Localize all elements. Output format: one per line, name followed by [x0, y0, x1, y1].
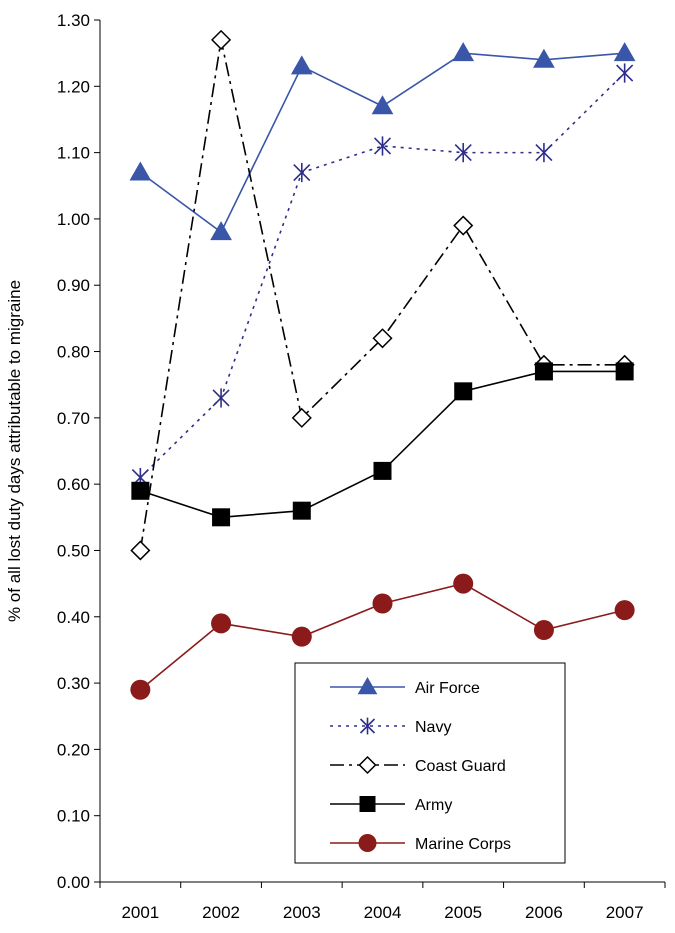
data-point-marine-corps	[291, 626, 312, 647]
legend-item-navy: Navy	[330, 717, 451, 736]
y-tick-label: 0.30	[57, 674, 90, 693]
legend-marker-navy	[359, 717, 376, 735]
legend-label: Marine Corps	[415, 836, 511, 853]
data-point-air-force	[290, 55, 313, 75]
legend: Air Force Navy Coast Guard Army Marine Corps	[294, 662, 566, 864]
x-tick-label: 2001	[121, 903, 159, 922]
data-point-air-force	[613, 42, 636, 62]
series-army	[131, 362, 634, 527]
y-tick-label: 0.00	[57, 873, 90, 892]
data-point-navy	[373, 136, 392, 156]
x-tick-label: 2004	[364, 903, 402, 922]
y-tick-label: 0.40	[57, 608, 90, 627]
data-point-army	[454, 382, 473, 401]
data-point-coast-guard	[130, 540, 151, 561]
legend-label: Army	[415, 797, 452, 814]
data-point-marine-corps	[211, 613, 232, 634]
series-navy	[131, 63, 634, 488]
data-point-air-force	[371, 95, 394, 115]
series-marine-corps	[130, 573, 635, 700]
data-point-marine-corps	[372, 593, 393, 614]
data-point-coast-guard	[372, 328, 393, 349]
y-tick-label: 0.50	[57, 541, 90, 560]
y-tick-label: 1.10	[57, 144, 90, 163]
data-point-army	[292, 501, 311, 520]
legend-item-air-force: Air Force	[330, 676, 480, 697]
y-tick-label: 0.60	[57, 475, 90, 494]
legend-item-marine-corps: Marine Corps	[330, 834, 511, 853]
data-point-navy	[293, 162, 311, 183]
legend-item-coast-guard: Coast Guard	[330, 755, 506, 775]
chart-axes	[99, 20, 665, 883]
y-axis-ticks: 0.00 0.10 0.20 0.30 0.40 0.50 0.60 0.70 0.80 0.90…	[57, 11, 100, 892]
data-point-navy	[454, 143, 472, 163]
y-tick-label: 0.10	[57, 807, 90, 826]
data-point-air-force	[210, 221, 232, 241]
data-point-marine-corps	[533, 620, 554, 641]
data-point-marine-corps	[130, 679, 151, 700]
data-point-navy	[535, 143, 553, 163]
x-tick-label: 2006	[525, 903, 563, 922]
data-point-coast-guard	[211, 29, 232, 50]
data-point-army	[373, 461, 392, 480]
x-tick-label: 2002	[202, 903, 240, 922]
legend-box	[294, 662, 566, 864]
data-point-navy	[616, 63, 634, 83]
data-point-army	[131, 481, 150, 500]
legend-marker-army	[359, 796, 376, 812]
y-axis-title: % of all lost duty days attributable to …	[5, 280, 24, 622]
y-tick-label: 1.20	[57, 77, 90, 96]
y-tick-label: 0.20	[57, 740, 90, 759]
data-point-air-force	[129, 161, 152, 181]
series-air-force	[129, 42, 636, 241]
legend-marker-air-force	[357, 676, 378, 695]
y-tick-label: 0.90	[57, 276, 90, 295]
data-point-army	[615, 362, 634, 381]
series-line-army	[140, 370, 625, 519]
x-tick-label: 2003	[283, 903, 321, 922]
plot-area	[129, 29, 636, 700]
data-point-marine-corps	[614, 600, 635, 621]
y-tick-label: 1.30	[57, 11, 90, 30]
data-point-air-force	[452, 42, 475, 62]
series-line-navy	[139, 72, 626, 479]
data-point-army	[212, 508, 231, 527]
legend-marker-coast-guard	[358, 755, 377, 775]
y-tick-label: 0.80	[57, 343, 90, 362]
x-axis-ticks: 2001 2002 2003 2004 2005 2006 2007	[99, 882, 666, 922]
y-tick-label: 0.70	[57, 409, 90, 428]
x-tick-label: 2005	[444, 903, 482, 922]
legend-label: Navy	[415, 719, 451, 736]
data-point-coast-guard	[453, 215, 474, 236]
y-tick-label: 1.00	[57, 210, 90, 229]
data-point-air-force	[533, 48, 555, 68]
x-tick-label: 2007	[606, 903, 644, 922]
data-point-coast-guard	[291, 407, 312, 428]
data-point-marine-corps	[453, 573, 474, 594]
data-point-army	[534, 362, 553, 381]
legend-label: Coast Guard	[415, 758, 506, 775]
legend-item-army: Army	[330, 796, 452, 814]
legend-label: Air Force	[415, 680, 480, 697]
data-point-navy	[212, 388, 230, 408]
legend-marker-marine-corps	[358, 834, 377, 852]
